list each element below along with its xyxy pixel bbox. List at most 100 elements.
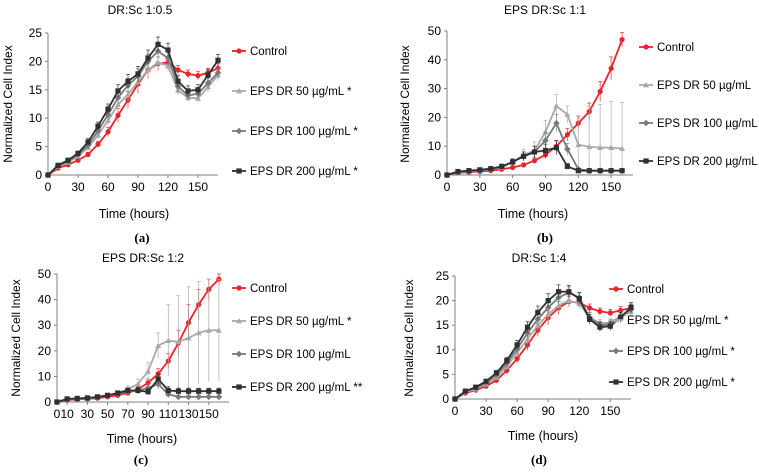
data-point xyxy=(145,389,151,395)
y-tick-label: 50 xyxy=(428,24,442,38)
legend-entry: EPS DR 50 µg/mL * xyxy=(232,316,352,328)
data-point xyxy=(175,67,181,73)
y-axis-label: Normalized Cell Index xyxy=(1,45,15,162)
panel-d: DR:Sc 1:4 0 5 10 15 20 25 0 30 60 90 120 150 Time (ho… xyxy=(402,251,735,467)
data-point xyxy=(597,168,603,174)
chart-title: DR:Sc 1:0.5 xyxy=(108,3,173,17)
x-tick-label: 90 xyxy=(131,180,145,194)
x-tick-label: 90 xyxy=(141,407,155,421)
data-point xyxy=(195,329,202,336)
data-point xyxy=(564,132,570,138)
y-tick-label: 30 xyxy=(428,82,442,96)
legend-label: EPS DR 50 µg/mL * xyxy=(250,316,352,328)
data-point xyxy=(195,393,202,401)
legend-swatch-marker xyxy=(613,286,619,292)
data-point xyxy=(115,88,121,94)
data-point xyxy=(510,164,516,171)
data-point xyxy=(115,101,121,107)
data-point xyxy=(619,37,625,43)
data-point xyxy=(520,153,527,159)
data-point xyxy=(165,47,171,53)
data-point xyxy=(74,395,80,402)
x-tick-label: 120 xyxy=(569,404,589,418)
legend-label: Control xyxy=(627,284,664,296)
legend-swatch-marker xyxy=(643,44,649,50)
y-tick-label: 15 xyxy=(29,83,43,97)
data-point xyxy=(155,59,161,65)
legend-swatch-marker xyxy=(642,119,650,127)
data-point xyxy=(565,297,572,303)
y-tick-label: 0 xyxy=(35,168,42,182)
data-point xyxy=(155,41,161,47)
x-tick-label: 30 xyxy=(473,180,487,194)
data-point xyxy=(206,388,212,394)
data-point xyxy=(215,327,222,333)
legend-swatch-marker xyxy=(236,48,242,54)
data-point xyxy=(473,384,479,390)
legend-entry: EPS DR 50 µg/mL * xyxy=(609,315,729,327)
x-tick-label: 30 xyxy=(479,404,493,418)
x-axis-label: Time (hours) xyxy=(107,432,177,446)
legend-entry: Control xyxy=(639,42,694,54)
data-point xyxy=(155,376,161,382)
data-point xyxy=(185,388,192,394)
data-point xyxy=(155,342,162,349)
data-point xyxy=(95,123,101,129)
legend-swatch-marker xyxy=(643,158,649,164)
data-point xyxy=(555,302,562,308)
data-point xyxy=(105,117,111,123)
data-point xyxy=(115,112,121,118)
y-tick-label: 40 xyxy=(428,53,442,67)
legend-swatch-marker xyxy=(235,127,243,135)
legend-label: EPS DR 50 µg/mL * xyxy=(250,86,352,98)
legend-label: Control xyxy=(250,283,287,295)
x-tick-label: 30 xyxy=(81,407,95,421)
data-point xyxy=(524,324,531,330)
data-point xyxy=(125,78,131,84)
data-point xyxy=(597,144,604,151)
data-point xyxy=(542,147,549,154)
data-point xyxy=(214,69,222,77)
y-tick-label: 20 xyxy=(436,294,450,308)
data-point xyxy=(545,298,551,304)
data-point xyxy=(75,150,81,157)
data-point xyxy=(104,392,111,398)
data-point xyxy=(175,78,181,84)
data-point xyxy=(619,145,626,151)
x-tick-label: 110 xyxy=(159,407,178,421)
legend-swatch-marker xyxy=(236,88,242,94)
data-point xyxy=(165,62,171,69)
legend-entry: EPS DR 100 µg/mL * xyxy=(609,346,735,358)
data-point xyxy=(586,168,592,174)
data-point xyxy=(444,172,450,178)
y-tick-label: 25 xyxy=(29,26,43,40)
data-point xyxy=(514,342,520,348)
x-tick-label: 150 xyxy=(199,407,219,421)
panel-letter: (c) xyxy=(134,452,148,467)
legend-entry: Control xyxy=(232,283,287,295)
data-point xyxy=(531,149,538,155)
data-point xyxy=(205,72,211,78)
data-point xyxy=(553,119,560,127)
legend-label: Control xyxy=(250,46,287,58)
chart-title: EPS DR:Sc 1:2 xyxy=(102,251,184,265)
panel-letter: (d) xyxy=(531,452,547,467)
x-tick-label: 60 xyxy=(510,404,524,418)
data-point xyxy=(493,370,500,376)
y-axis-label: Normalized Cell Index xyxy=(398,45,412,162)
series-line xyxy=(47,43,219,176)
legend-entry: EPS DR 200 µg/mL * xyxy=(232,166,358,178)
data-point xyxy=(483,378,489,384)
data-point xyxy=(628,304,634,311)
legend-label: EPS DR 200 µg/mL xyxy=(657,156,758,168)
panel-letter: (b) xyxy=(537,230,553,245)
x-tick-label: 120 xyxy=(568,180,588,194)
data-point xyxy=(524,342,531,348)
data-point xyxy=(555,289,562,295)
y-tick-label: 15 xyxy=(436,318,450,332)
data-point xyxy=(204,79,212,87)
data-point xyxy=(185,71,191,77)
data-point xyxy=(566,289,572,295)
